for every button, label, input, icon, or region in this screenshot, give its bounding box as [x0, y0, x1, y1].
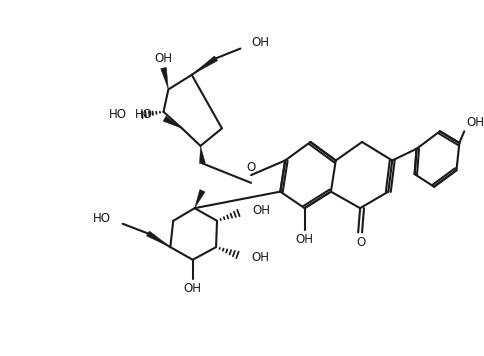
Text: O: O	[356, 236, 366, 249]
Polygon shape	[199, 146, 205, 164]
Polygon shape	[192, 56, 218, 75]
Polygon shape	[163, 116, 182, 129]
Text: HO: HO	[108, 108, 126, 121]
Text: O: O	[246, 161, 256, 174]
Text: OH: OH	[154, 52, 172, 65]
Text: HO: HO	[135, 108, 153, 121]
Text: OH: OH	[184, 282, 202, 295]
Polygon shape	[147, 231, 170, 247]
Text: OH: OH	[466, 116, 484, 129]
Text: OH: OH	[251, 251, 269, 264]
Polygon shape	[195, 189, 205, 208]
Text: OH: OH	[251, 36, 269, 49]
Polygon shape	[161, 67, 168, 89]
Text: OH: OH	[296, 233, 314, 246]
Text: OH: OH	[252, 204, 270, 216]
Text: HO: HO	[93, 213, 111, 225]
